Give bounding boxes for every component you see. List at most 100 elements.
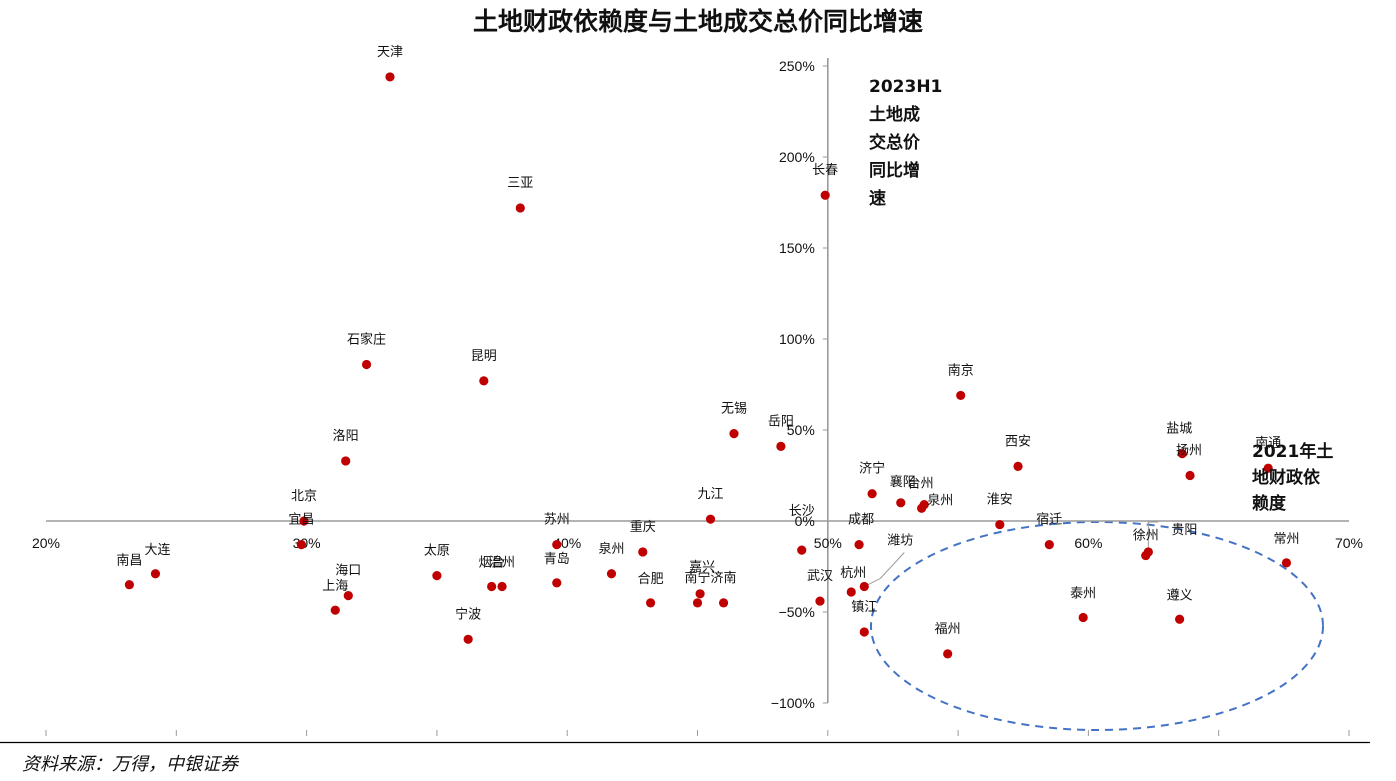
y-tick-label: −100% <box>771 695 815 711</box>
data-point <box>296 540 306 550</box>
point-label: 宁波 <box>455 606 481 622</box>
tick-labels: 20% 30% 40% 50% 60% 70%250%200%150%100%50%0%−… <box>32 58 1363 711</box>
point-label: 泰州 <box>1070 586 1096 601</box>
point-label: 襄阳 <box>890 474 916 490</box>
data-point <box>917 503 927 513</box>
point-label: 贵阳 <box>1171 523 1197 538</box>
data-point <box>705 514 716 524</box>
x-tick-label: 20% <box>32 535 60 551</box>
data-point <box>692 598 703 608</box>
data-point <box>1013 461 1023 471</box>
point-label: 杭州 <box>840 566 866 581</box>
data-point <box>1185 470 1195 481</box>
y-axis-annotation: 2023H1 <box>869 77 942 97</box>
point-label: 泉州 <box>927 493 953 509</box>
point-label: 洛阳 <box>333 429 359 444</box>
point-label: 大连 <box>144 542 170 558</box>
data-points <box>124 72 1292 659</box>
data-point <box>695 589 705 599</box>
axes-layer <box>45 58 1350 736</box>
point-label: 北京 <box>291 489 317 504</box>
point-label: 常州 <box>1273 532 1299 547</box>
data-point <box>515 203 525 213</box>
point-label: 长春 <box>812 163 838 178</box>
point-label: 海口 <box>335 564 361 579</box>
data-point <box>943 649 953 659</box>
data-point <box>463 634 473 644</box>
data-point <box>1281 558 1292 568</box>
point-label: 成都 <box>848 513 874 528</box>
data-point <box>995 520 1005 530</box>
y-tick-label: −50% <box>779 604 815 620</box>
point-label: 南宁 <box>684 570 710 586</box>
y-axis-annotation: 土地成 <box>869 104 920 125</box>
chart-title: 土地财政依赖度与土地成交总价同比增速 <box>473 7 923 36</box>
point-label: 济南 <box>711 570 737 586</box>
data-point <box>343 591 353 601</box>
data-point <box>479 376 489 386</box>
data-point <box>385 72 395 82</box>
point-label: 石家庄 <box>347 331 386 347</box>
y-tick-label: 0% <box>795 513 815 529</box>
point-label: 扬州 <box>1176 444 1202 459</box>
data-point <box>815 596 825 606</box>
x-tick-label: 30% <box>293 535 321 551</box>
x-tick-label: 60% <box>1074 535 1102 551</box>
point-label: 烟台 <box>479 556 505 571</box>
y-axis-annotation: 交总价 <box>869 132 921 153</box>
point-label: 苏州 <box>544 512 570 528</box>
data-point <box>846 587 856 597</box>
point-label: 南昌 <box>116 553 142 569</box>
point-label: 天津 <box>377 45 403 60</box>
data-point <box>820 190 830 200</box>
x-axis-annotation: 赖度 <box>1252 493 1287 514</box>
point-label: 九江 <box>698 487 724 502</box>
point-label: 福州 <box>935 622 961 637</box>
data-point <box>718 598 729 608</box>
point-label: 长沙 <box>789 504 815 519</box>
point-label: 昆明 <box>471 349 497 364</box>
data-point <box>497 581 507 592</box>
point-label: 潍坊 <box>887 534 913 549</box>
point-label: 遵义 <box>1167 587 1193 603</box>
point-label: 太原 <box>424 544 450 559</box>
point-label: 济宁 <box>859 461 885 477</box>
point-label: 台州 <box>908 476 934 491</box>
data-point <box>854 540 864 550</box>
y-axis-annotation: 同比增 <box>869 160 920 181</box>
leader-lines <box>864 521 1159 587</box>
data-point <box>867 489 877 499</box>
data-point <box>432 571 442 581</box>
point-label: 徐州 <box>1133 529 1159 544</box>
data-point <box>776 441 786 451</box>
data-point <box>729 429 739 439</box>
leader-line <box>864 552 905 587</box>
point-label: 无锡 <box>721 402 747 417</box>
data-point <box>1044 540 1054 550</box>
data-point <box>552 540 562 550</box>
data-point <box>124 580 134 590</box>
point-label: 岳阳 <box>768 414 794 429</box>
point-label: 淮安 <box>987 493 1013 508</box>
x-axis-annotation: 地财政依 <box>1252 467 1321 488</box>
point-label: 西安 <box>1005 434 1031 449</box>
data-point <box>645 598 656 608</box>
y-tick-label: 100% <box>779 331 815 347</box>
point-label: 合肥 <box>638 572 664 587</box>
point-label: 盐城 <box>1166 422 1192 437</box>
highlight-layer <box>870 521 1324 731</box>
point-label: 宿迁 <box>1036 512 1062 528</box>
data-point <box>797 545 807 555</box>
data-point <box>956 390 966 401</box>
y-tick-label: 250% <box>779 58 815 74</box>
data-point <box>341 456 351 466</box>
leader-line <box>1147 521 1159 552</box>
point-label: 泉州 <box>598 541 624 557</box>
y-axis-annotation: 速 <box>869 188 886 209</box>
data-point <box>896 498 906 508</box>
data-point <box>552 578 562 588</box>
point-label: 青岛 <box>544 551 570 567</box>
y-tick-label: 150% <box>779 240 815 256</box>
